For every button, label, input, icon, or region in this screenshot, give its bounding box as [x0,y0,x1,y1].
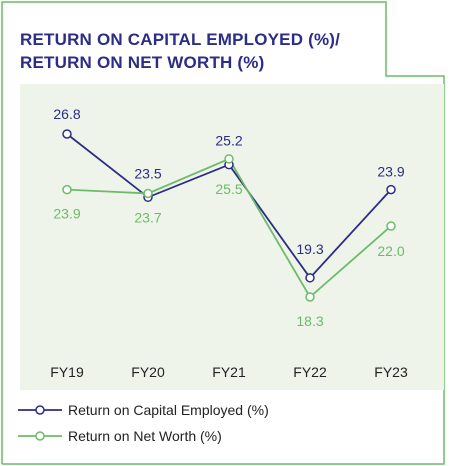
data-label-0-fy22: 19.3 [296,241,323,257]
x-tick-label-fy21: FY21 [212,364,246,380]
data-point-1-fy23 [386,221,396,231]
data-point-1-fy19 [62,184,72,195]
data-label-1-fy21: 25.5 [215,181,242,197]
legend-item-ronw: Return on Net Worth (%) [18,424,269,448]
data-label-0-fy21: 25.2 [215,133,242,149]
data-label-1-fy23: 22.0 [377,243,404,259]
data-label-1-fy20: 23.7 [134,209,161,225]
data-point-0-fy23 [386,184,396,195]
legend: Return on Capital Employed (%) Return on… [18,398,269,450]
data-label-0-fy23: 23.9 [377,164,404,180]
legend-label-roce: Return on Capital Employed (%) [68,402,269,418]
data-label-0-fy20: 23.5 [134,165,161,181]
data-label-0-fy19: 26.8 [53,106,80,122]
x-tick-label-fy20: FY20 [131,364,165,380]
data-label-1-fy19: 23.9 [53,206,80,222]
data-point-1-fy22 [305,292,315,302]
legend-swatch-ronw [18,431,62,441]
data-point-1-fy21 [224,154,234,164]
x-tick-label-fy22: FY22 [293,364,327,380]
x-tick-label-fy19: FY19 [50,364,84,380]
line-chart: FY19 FY20 FY21 FY22 FY23 26.8 23.5 25.2 19.3 23.9… [20,84,444,390]
data-point-0-fy22 [305,273,315,283]
chart-title-line-1: RETURN ON CAPITAL EMPLOYED (%)/ [20,30,341,49]
data-point-0-fy19 [62,129,72,139]
plot-area [20,84,444,390]
data-label-1-fy22: 18.3 [296,313,323,329]
chart-title-line-2: RETURN ON NET WORTH (%) [20,53,265,72]
legend-item-roce: Return on Capital Employed (%) [18,398,269,422]
chart-title: RETURN ON CAPITAL EMPLOYED (%)/ RETURN O… [20,28,340,74]
legend-label-ronw: Return on Net Worth (%) [68,428,222,444]
x-tick-label-fy23: FY23 [374,364,408,380]
legend-swatch-roce [18,405,62,415]
data-point-1-fy20 [143,188,153,199]
